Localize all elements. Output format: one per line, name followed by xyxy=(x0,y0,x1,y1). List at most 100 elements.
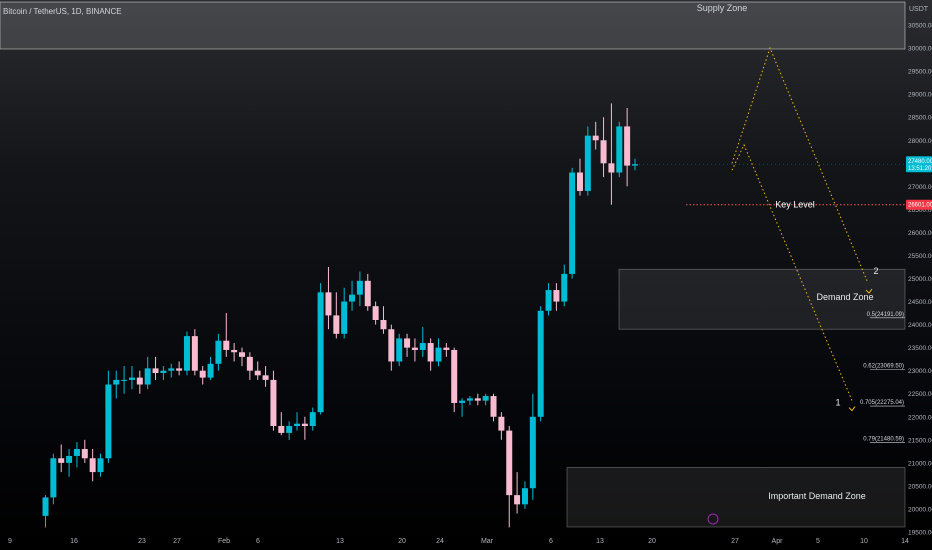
key-level-badge-value: 26601.00 xyxy=(908,203,932,209)
candle-body xyxy=(529,416,536,489)
candle-body xyxy=(498,416,505,431)
price-tick-label: 22500.00 xyxy=(908,391,932,398)
fib-level-label-2: 0.62(23069.50) xyxy=(863,363,904,369)
price-axis: 30500.00 30000.00 29500.00 29000.00 28500.00… xyxy=(908,23,932,537)
candle-body xyxy=(506,430,513,496)
wave-label-1: 1 xyxy=(835,397,840,407)
candle-body xyxy=(411,347,418,350)
candle-body xyxy=(372,306,379,320)
candle-body xyxy=(66,455,73,463)
countdown-value: 13:51:20 xyxy=(908,166,932,172)
projection-arrow-upper xyxy=(865,288,873,294)
candle-body xyxy=(286,426,293,433)
candle-body xyxy=(482,396,489,401)
candle-body xyxy=(435,347,442,362)
candle-body xyxy=(333,315,340,334)
candle-body xyxy=(199,370,206,378)
price-tick-label: 26000.00 xyxy=(908,230,932,237)
projection-arrow-lower xyxy=(848,406,856,412)
candle-body xyxy=(89,458,96,473)
candle-body xyxy=(113,379,120,385)
current-price-value: 27480.00 xyxy=(908,159,932,165)
price-tick-label: 24500.00 xyxy=(908,299,932,306)
price-tick-label: 20500.00 xyxy=(908,483,932,490)
time-tick-label: 13 xyxy=(336,538,344,545)
fib-level-label-4: 0.79(21480.59) xyxy=(863,437,904,443)
candle-body xyxy=(207,363,214,378)
candle-body xyxy=(152,368,159,373)
price-tick-label: 27000.00 xyxy=(908,184,932,191)
price-tick-label: 26500.00 xyxy=(908,207,932,214)
candle-body xyxy=(168,368,175,371)
candle-body xyxy=(576,172,583,191)
price-tick-label: 30000.00 xyxy=(908,46,932,53)
time-tick-label: 27 xyxy=(173,538,181,545)
candle-body xyxy=(632,164,638,166)
time-tick-label: 10 xyxy=(860,538,868,545)
time-tick-label: Mar xyxy=(481,538,494,545)
candle-body xyxy=(569,172,576,274)
time-tick-label: 20 xyxy=(398,538,406,545)
fib-level-label-3: 0.705(22275.04) xyxy=(860,400,904,406)
candle-body xyxy=(239,352,245,357)
candle-body xyxy=(58,458,65,463)
candle-body xyxy=(349,294,356,302)
candle-body xyxy=(521,488,528,505)
candle-body xyxy=(624,126,631,166)
price-tick-label: 21500.00 xyxy=(908,437,932,444)
candle-body xyxy=(50,458,57,498)
candle-body xyxy=(364,280,371,307)
candle-body xyxy=(545,290,552,311)
candle-body xyxy=(183,336,190,371)
candle-body xyxy=(325,292,332,316)
projection-path-lower xyxy=(731,143,854,404)
candle-body xyxy=(301,423,308,426)
key-level-badge xyxy=(906,199,932,210)
candle-body xyxy=(561,273,568,302)
price-tick-label: 30500.00 xyxy=(908,23,932,30)
candle-body xyxy=(231,349,238,353)
candle-body xyxy=(600,140,607,164)
candle-body xyxy=(466,398,473,401)
candle-body xyxy=(246,356,253,371)
candle-body xyxy=(121,379,128,381)
candle-body xyxy=(270,379,277,426)
price-tick-label: 28500.00 xyxy=(908,115,932,122)
demand-zone-label: Demand Zone xyxy=(816,292,873,302)
candle-body xyxy=(356,280,363,295)
candle-body xyxy=(419,343,426,350)
candle-body xyxy=(490,396,497,417)
price-tick-label: 24000.00 xyxy=(908,322,932,329)
candle-body xyxy=(73,449,80,456)
zone-important-demand-zone xyxy=(566,467,906,528)
time-tick-label: 23 xyxy=(138,538,146,545)
event-marker-icon xyxy=(707,513,719,525)
zone-supply-zone xyxy=(0,1,906,50)
chart-title: Bitcoin / TetherUS, 1D, BINANCE xyxy=(3,7,122,16)
time-tick-label: Feb xyxy=(218,538,230,545)
candle-body xyxy=(341,301,348,334)
time-tick-label: 9 xyxy=(8,538,12,545)
price-tick-label: 29000.00 xyxy=(908,92,932,99)
wave-label-2: 2 xyxy=(873,266,878,276)
candle-body xyxy=(616,126,623,173)
price-tick-label: 21000.00 xyxy=(908,460,932,467)
candle-body xyxy=(81,449,88,459)
price-tick-label: 25000.00 xyxy=(908,276,932,283)
time-tick-label: 20 xyxy=(648,538,656,545)
candle-body xyxy=(443,347,450,350)
current-price-badge xyxy=(906,156,932,173)
time-tick-label: Apr xyxy=(772,538,784,545)
zone-demand-zone xyxy=(618,268,906,330)
price-tick-label: 22000.00 xyxy=(908,414,932,421)
time-tick-label: 13 xyxy=(596,538,604,545)
price-tick-label: 23500.00 xyxy=(908,345,932,352)
currency-label: USDT xyxy=(909,6,929,13)
candle-body xyxy=(608,163,615,173)
candle-body xyxy=(309,412,316,426)
candle-body xyxy=(223,340,230,350)
time-tick-label: 6 xyxy=(549,538,553,545)
candle-body xyxy=(427,343,434,362)
